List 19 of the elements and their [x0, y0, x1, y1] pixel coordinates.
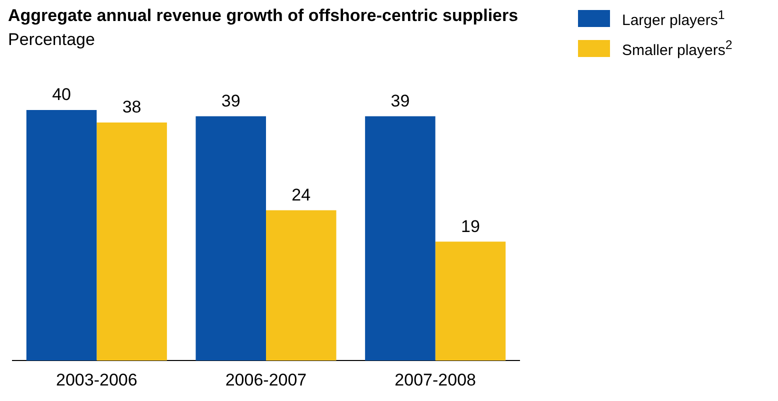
bar — [26, 110, 97, 361]
bar — [266, 210, 336, 361]
data-label: 39 — [221, 91, 240, 110]
data-label: 40 — [52, 85, 71, 104]
legend-label: Larger players$^{1}$ — [622, 8, 725, 29]
legend-label: Smaller players$^{2}$ — [622, 38, 732, 59]
bar — [365, 116, 436, 361]
data-label: 38 — [122, 98, 142, 117]
x-tick-label: 2007-2008 — [394, 370, 476, 390]
x-tick-label: 2006-2007 — [225, 370, 307, 390]
chart-title: Aggregate annual revenue growth of offshore-centric suppliers — [8, 6, 518, 26]
bar — [96, 122, 167, 361]
bar — [435, 242, 506, 361]
x-tick-label: 2003-2006 — [56, 370, 138, 390]
data-label: 39 — [390, 91, 410, 110]
data-label: 24 — [292, 185, 311, 204]
data-label: 19 — [461, 216, 480, 236]
bar — [196, 116, 266, 361]
chart-subtitle: Percentage — [8, 30, 95, 50]
